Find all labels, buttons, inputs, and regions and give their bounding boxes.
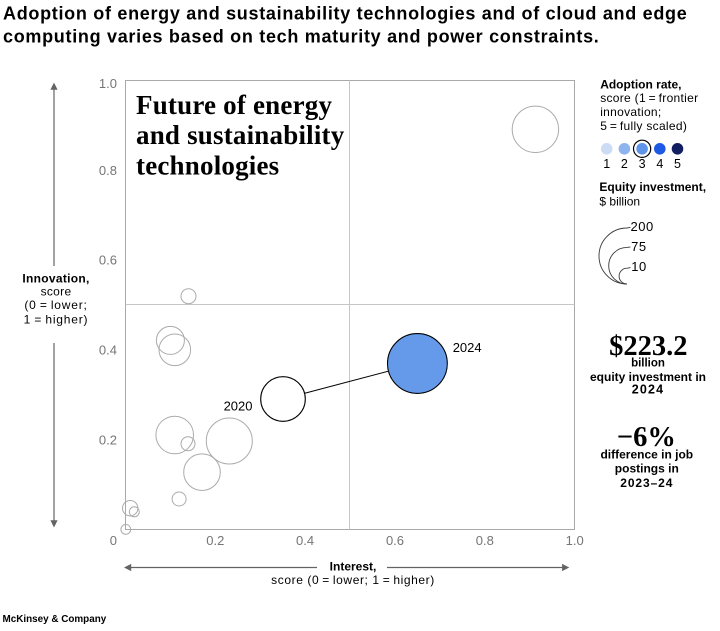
svg-text:$223.2: $223.2 [609, 331, 687, 362]
svg-text:2024: 2024 [453, 340, 482, 355]
svg-text:and sustainability: and sustainability [136, 120, 345, 150]
svg-text:0: 0 [110, 533, 117, 548]
svg-text:McKinsey & Company: McKinsey & Company [3, 614, 107, 625]
svg-text:technologies: technologies [136, 151, 279, 181]
svg-text:Innovation,: Innovation, [22, 272, 89, 286]
svg-text:5 = fully scaled): 5 = fully scaled) [600, 119, 687, 133]
svg-text:1 = higher): 1 = higher) [24, 312, 89, 326]
svg-text:difference in job: difference in job [600, 447, 693, 461]
svg-text:0.6: 0.6 [386, 533, 404, 548]
svg-text:0.2: 0.2 [206, 533, 224, 548]
svg-text:1: 1 [603, 157, 610, 171]
svg-text:5: 5 [674, 157, 681, 171]
svg-text:0.6: 0.6 [99, 253, 117, 268]
svg-text:1.0: 1.0 [99, 76, 117, 91]
svg-text:score (0 = lower; 1 = higher): score (0 = lower; 1 = higher) [271, 573, 435, 587]
svg-text:2024: 2024 [632, 382, 665, 396]
svg-text:0.2: 0.2 [99, 433, 117, 448]
svg-text:innovation;: innovation; [600, 105, 661, 119]
svg-text:200: 200 [631, 219, 654, 234]
svg-text:0.4: 0.4 [296, 533, 314, 548]
svg-text:billion: billion [631, 358, 665, 370]
svg-text:(0 = lower;: (0 = lower; [24, 298, 87, 312]
svg-text:4: 4 [656, 157, 663, 171]
svg-text:3: 3 [639, 157, 646, 171]
svg-text:2023–24: 2023–24 [620, 476, 673, 490]
svg-text:score: score [41, 284, 72, 298]
svg-text:Interest,: Interest, [330, 559, 377, 573]
svg-text:Equity investment,: Equity investment, [599, 180, 706, 194]
svg-text:0.8: 0.8 [99, 163, 117, 178]
svg-text:computing varies based on tech: computing varies based on tech maturity … [3, 27, 600, 47]
svg-text:0.8: 0.8 [476, 533, 494, 548]
svg-text:postings in: postings in [615, 461, 679, 475]
svg-text:$ billion: $ billion [599, 194, 640, 208]
svg-text:0.4: 0.4 [99, 343, 117, 358]
svg-text:Adoption of energy and sustain: Adoption of energy and sustainability te… [3, 4, 687, 24]
svg-text:1.0: 1.0 [566, 533, 584, 548]
svg-text:equity investment in: equity investment in [590, 370, 706, 384]
svg-text:Future of energy: Future of energy [136, 90, 332, 120]
svg-text:Adoption rate,: Adoption rate, [600, 77, 681, 91]
svg-text:−6%: −6% [617, 422, 676, 453]
svg-text:2: 2 [621, 157, 628, 171]
svg-text:2020: 2020 [224, 399, 253, 414]
svg-text:score (1 = frontier: score (1 = frontier [600, 91, 698, 105]
svg-text:75: 75 [631, 239, 646, 254]
svg-text:10: 10 [631, 259, 646, 274]
